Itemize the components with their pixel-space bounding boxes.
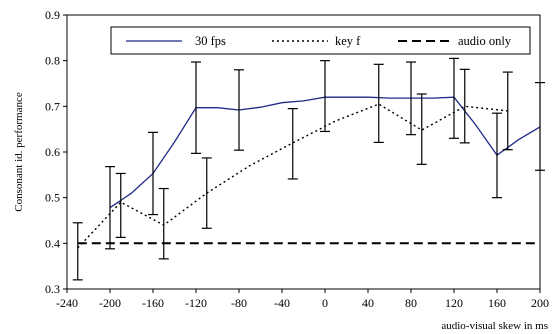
error-bar — [502, 71, 513, 151]
error-bar — [287, 108, 298, 180]
y-tick-label: 0.9 — [45, 8, 60, 22]
error-bar — [115, 172, 126, 238]
y-tick-label: 0.6 — [45, 145, 60, 159]
x-tick-label: -80 — [231, 296, 247, 310]
y-tick-label: 0.3 — [45, 282, 60, 296]
error-bar — [148, 131, 158, 216]
legend-item: 30 fps — [126, 34, 226, 48]
x-tick-label: -200 — [99, 296, 121, 310]
error-bar — [72, 222, 83, 281]
y-tick-label: 0.8 — [45, 54, 60, 68]
series-30-fps — [105, 57, 545, 250]
error-bar — [406, 61, 416, 136]
y-tick-label: 0.7 — [45, 99, 60, 113]
error-bar — [234, 69, 244, 151]
x-tick-label: -160 — [142, 296, 164, 310]
error-bar — [416, 93, 427, 165]
plot-border — [66, 14, 541, 290]
legend-item: key f — [272, 34, 361, 48]
legend-label: key f — [335, 34, 361, 48]
legend: 30 fps key f audio only — [110, 26, 531, 55]
series-layer — [72, 57, 545, 281]
error-bar — [373, 63, 384, 144]
y-axis-label: Consonant id. performance — [13, 92, 25, 212]
error-bar — [449, 57, 459, 139]
error-bar — [492, 112, 502, 199]
x-tick-label: -240 — [56, 296, 78, 310]
legend-label: audio only — [458, 34, 512, 48]
legend-item: audio only — [398, 34, 512, 48]
x-tick-label: 200 — [531, 296, 549, 310]
error-bar — [201, 157, 212, 229]
series-line — [77, 103, 508, 249]
x-tick-label: 40 — [362, 296, 374, 310]
x-tick-label: -40 — [274, 296, 290, 310]
legend-label: 30 fps — [195, 34, 226, 48]
y-axis: 0.3 0.4 0.5 0.6 0.7 0.8 0.9 — [45, 8, 67, 296]
error-bar — [320, 60, 330, 133]
x-tick-label: -120 — [185, 296, 207, 310]
x-tick-label: 160 — [488, 296, 506, 310]
error-bar — [459, 68, 470, 144]
error-bar — [191, 61, 201, 154]
plot-area — [66, 14, 541, 290]
x-tick-label: 120 — [445, 296, 463, 310]
x-tick-label: 0 — [322, 296, 328, 310]
x-axis-label: audio-visual skew in ms — [441, 320, 548, 332]
error-bar — [105, 166, 115, 250]
x-axis: -240 -200 -160 -120 -80 -40 0 40 80 120 160 200 — [56, 289, 549, 310]
x-tick-label: 80 — [405, 296, 417, 310]
error-bar — [535, 81, 545, 171]
series-key-f — [72, 63, 513, 281]
y-tick-label: 0.5 — [45, 191, 60, 205]
y-tick-label: 0.4 — [45, 236, 60, 250]
error-bar — [158, 187, 169, 260]
